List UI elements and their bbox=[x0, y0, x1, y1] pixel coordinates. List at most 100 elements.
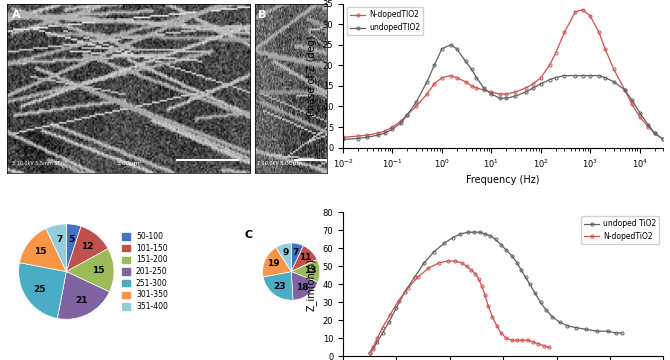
Line: undoped TiO2: undoped TiO2 bbox=[369, 231, 623, 354]
Text: C: C bbox=[245, 230, 253, 240]
undoped TiO2 bbox=[618, 331, 626, 335]
undopedTIO2 bbox=[659, 137, 667, 141]
undoped TiO2 bbox=[456, 232, 464, 236]
N-dopedTiO2 bbox=[545, 345, 553, 350]
Legend: 50-100, 101-150, 151-200, 201-250, 251-300, 301-350, 351-400: 50-100, 101-150, 151-200, 201-250, 251-3… bbox=[119, 229, 171, 314]
undopedTIO2 bbox=[430, 63, 438, 67]
N-dopedTiO2 bbox=[540, 343, 548, 348]
undopedTIO2 bbox=[472, 76, 480, 80]
undoped TiO2 bbox=[604, 329, 612, 333]
undoped TiO2 bbox=[548, 315, 556, 319]
undopedTIO2 bbox=[537, 82, 545, 86]
Y-axis label: Z_im(ohm): Z_im(ohm) bbox=[306, 258, 317, 311]
undopedTIO2 bbox=[354, 136, 362, 141]
Legend: undoped TiO2, N-dopedTiO2: undoped TiO2, N-dopedTiO2 bbox=[581, 216, 659, 244]
N-dopedTIO2 bbox=[472, 86, 480, 90]
undopedTIO2 bbox=[579, 73, 587, 78]
Line: N-dopedTiO2: N-dopedTiO2 bbox=[369, 260, 551, 354]
N-dopedTIO2 bbox=[621, 88, 629, 92]
N-dopedTIO2 bbox=[496, 92, 504, 96]
N-dopedTIO2 bbox=[374, 131, 382, 135]
Text: 25: 25 bbox=[34, 285, 46, 294]
N-dopedTIO2 bbox=[537, 76, 545, 80]
undoped TiO2 bbox=[531, 291, 539, 296]
N-dopedTIO2 bbox=[610, 67, 618, 72]
undopedTIO2 bbox=[381, 131, 389, 135]
undopedTIO2 bbox=[362, 135, 371, 139]
N-dopedTIO2 bbox=[487, 90, 495, 94]
undoped TiO2 bbox=[369, 347, 377, 351]
Wedge shape bbox=[19, 229, 66, 271]
undopedTIO2 bbox=[403, 113, 411, 117]
N-dopedTIO2 bbox=[560, 30, 568, 35]
Wedge shape bbox=[263, 247, 291, 277]
N-dopedTIO2 bbox=[545, 63, 553, 67]
undopedTIO2 bbox=[595, 73, 603, 78]
X-axis label: Frequency (Hz): Frequency (Hz) bbox=[466, 175, 540, 185]
undopedTIO2 bbox=[412, 100, 420, 104]
undopedTIO2 bbox=[374, 133, 382, 138]
undoped TiO2 bbox=[521, 275, 529, 279]
undopedTIO2 bbox=[397, 121, 405, 125]
undopedTIO2 bbox=[529, 86, 537, 90]
undopedTIO2 bbox=[511, 94, 519, 98]
undopedTIO2 bbox=[438, 47, 446, 51]
N-dopedTiO2 bbox=[478, 284, 486, 288]
undoped TiO2 bbox=[476, 230, 484, 234]
undopedTIO2 bbox=[636, 111, 644, 115]
N-dopedTIO2 bbox=[636, 114, 644, 119]
undopedTIO2 bbox=[502, 96, 511, 100]
N-dopedTiO2 bbox=[497, 331, 505, 335]
N-dopedTIO2 bbox=[502, 92, 511, 96]
N-dopedTIO2 bbox=[628, 102, 636, 107]
undopedTIO2 bbox=[522, 90, 530, 94]
undopedTIO2 bbox=[621, 88, 629, 92]
N-dopedTiO2 bbox=[508, 338, 516, 342]
Wedge shape bbox=[66, 226, 108, 271]
undoped TiO2 bbox=[492, 237, 500, 242]
undoped TiO2 bbox=[449, 235, 457, 240]
N-dopedTIO2 bbox=[551, 51, 559, 55]
Text: 18: 18 bbox=[296, 283, 309, 292]
Wedge shape bbox=[58, 271, 109, 319]
N-dopedTiO2 bbox=[379, 325, 387, 330]
N-dopedTIO2 bbox=[645, 125, 653, 129]
Text: 7: 7 bbox=[56, 235, 62, 244]
undopedTIO2 bbox=[487, 92, 495, 96]
N-dopedTiO2 bbox=[474, 277, 482, 281]
undoped TiO2 bbox=[502, 248, 511, 252]
N-dopedTIO2 bbox=[423, 92, 431, 96]
undopedTIO2 bbox=[645, 123, 653, 127]
undoped TiO2 bbox=[464, 230, 472, 234]
Text: 19: 19 bbox=[267, 259, 279, 268]
N-dopedTIO2 bbox=[389, 125, 397, 129]
undoped TiO2 bbox=[497, 243, 505, 247]
Text: B: B bbox=[257, 10, 266, 21]
undoped TiO2 bbox=[537, 300, 545, 305]
N-dopedTiO2 bbox=[492, 324, 500, 328]
N-dopedTiO2 bbox=[395, 298, 403, 303]
N-dopedTIO2 bbox=[586, 14, 594, 18]
undoped TiO2 bbox=[517, 268, 525, 272]
N-dopedTIO2 bbox=[601, 47, 609, 51]
N-dopedTIO2 bbox=[595, 30, 603, 35]
Text: 1 10.0kV: 1 10.0kV bbox=[257, 161, 279, 166]
N-dopedTIO2 bbox=[453, 76, 461, 80]
Text: A: A bbox=[11, 10, 20, 21]
N-dopedTiO2 bbox=[413, 275, 421, 279]
N-dopedTiO2 bbox=[435, 261, 443, 265]
N-dopedTIO2 bbox=[354, 134, 362, 138]
Text: 11: 11 bbox=[299, 253, 312, 262]
undopedTIO2 bbox=[496, 96, 504, 100]
undoped TiO2 bbox=[612, 331, 620, 335]
undopedTIO2 bbox=[610, 80, 618, 84]
N-dopedTIO2 bbox=[403, 113, 411, 117]
undoped TiO2 bbox=[513, 261, 521, 265]
undoped TiO2 bbox=[385, 320, 393, 324]
Wedge shape bbox=[263, 271, 293, 300]
N-dopedTiO2 bbox=[535, 342, 543, 346]
N-dopedTIO2 bbox=[397, 119, 405, 123]
undoped TiO2 bbox=[440, 241, 448, 245]
Legend: N-dopedTIO2, undopedTIO2: N-dopedTIO2, undopedTIO2 bbox=[347, 8, 423, 35]
Wedge shape bbox=[66, 249, 114, 292]
